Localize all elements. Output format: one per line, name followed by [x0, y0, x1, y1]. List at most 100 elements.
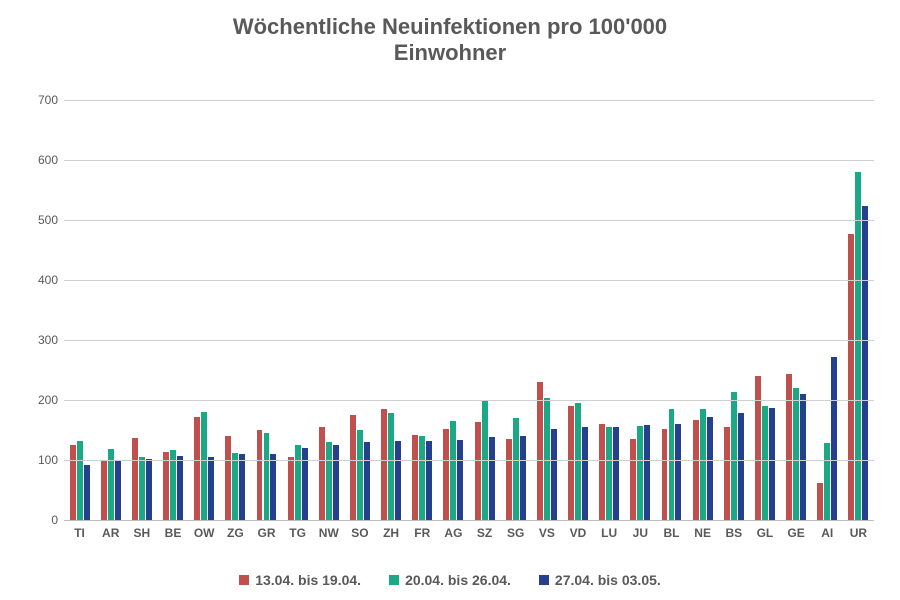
- legend-label: 13.04. bis 19.04.: [255, 572, 361, 588]
- bar: [232, 453, 238, 520]
- x-axis-tick-label: AR: [102, 526, 119, 540]
- x-axis-tick-label: AI: [821, 526, 833, 540]
- bar: [693, 420, 699, 520]
- bar: [302, 448, 308, 520]
- x-axis-tick-label: UR: [850, 526, 867, 540]
- bar: [412, 435, 418, 520]
- bar: [724, 427, 730, 520]
- x-axis-tick-label: FR: [414, 526, 430, 540]
- bar: [599, 424, 605, 520]
- bar: [264, 433, 270, 520]
- bar: [575, 403, 581, 520]
- bar: [568, 406, 574, 520]
- y-axis-tick-label: 100: [38, 453, 58, 467]
- bar: [201, 412, 207, 520]
- bar: [582, 427, 588, 520]
- bar: [288, 457, 294, 520]
- plot-area: TIARSHBEOWZGGRTGNWSOZHFRAGSZSGVSVDLUJUBL…: [64, 100, 874, 521]
- x-axis-tick-label: BL: [663, 526, 679, 540]
- bar-group: GL: [749, 100, 780, 520]
- x-axis-tick-label: TI: [74, 526, 85, 540]
- bar: [333, 445, 339, 520]
- bar-group: ZG: [220, 100, 251, 520]
- bar: [225, 436, 231, 520]
- x-axis-tick-label: SG: [507, 526, 524, 540]
- bar: [475, 422, 481, 520]
- bars-layer: TIARSHBEOWZGGRTGNWSOZHFRAGSZSGVSVDLUJUBL…: [64, 100, 874, 520]
- y-axis-tick-label: 400: [38, 273, 58, 287]
- bar-group: FR: [407, 100, 438, 520]
- legend-label: 20.04. bis 26.04.: [405, 572, 511, 588]
- bar-group: SO: [344, 100, 375, 520]
- bar: [364, 442, 370, 520]
- bar: [295, 445, 301, 520]
- legend-swatch: [239, 575, 249, 585]
- bar: [551, 429, 557, 520]
- bar: [350, 415, 356, 520]
- legend: 13.04. bis 19.04. 20.04. bis 26.04. 27.04.…: [0, 572, 900, 588]
- x-axis-tick-label: ZH: [383, 526, 399, 540]
- bar: [70, 445, 76, 520]
- bar-group: SH: [126, 100, 157, 520]
- y-axis-tick-label: 200: [38, 393, 58, 407]
- grid-line: [64, 160, 874, 161]
- legend-label: 27.04. bis 03.05.: [555, 572, 661, 588]
- grid-line: [64, 100, 874, 101]
- bar: [831, 357, 837, 520]
- bar-group: LU: [594, 100, 625, 520]
- legend-item: 13.04. bis 19.04.: [239, 572, 361, 588]
- bar: [707, 417, 713, 520]
- chart-title: Wöchentliche Neuinfektionen pro 100'000 …: [0, 14, 900, 67]
- bar: [506, 439, 512, 520]
- bar: [177, 456, 183, 520]
- bar: [257, 430, 263, 520]
- chart-title-line1: Wöchentliche Neuinfektionen pro 100'000: [233, 14, 667, 39]
- bar: [388, 413, 394, 520]
- x-axis-tick-label: GL: [757, 526, 774, 540]
- bar: [800, 394, 806, 520]
- bar: [457, 440, 463, 520]
- bar: [855, 172, 861, 520]
- x-axis-tick-label: BS: [725, 526, 742, 540]
- bar: [489, 437, 495, 520]
- chart-title-line2: Einwohner: [394, 40, 506, 65]
- bar: [731, 392, 737, 520]
- bar: [84, 465, 90, 520]
- y-axis-tick-label: 500: [38, 213, 58, 227]
- bar: [426, 441, 432, 520]
- bar-group: ZH: [376, 100, 407, 520]
- bar-group: OW: [189, 100, 220, 520]
- bar: [77, 441, 83, 520]
- bar: [848, 234, 854, 520]
- bar: [357, 430, 363, 520]
- bar: [194, 417, 200, 520]
- bar-group: AG: [438, 100, 469, 520]
- bar: [395, 441, 401, 520]
- x-axis-tick-label: JU: [633, 526, 648, 540]
- grid-line: [64, 280, 874, 281]
- bar: [644, 425, 650, 520]
- bar: [862, 206, 868, 520]
- x-axis-tick-label: ZG: [227, 526, 244, 540]
- bar: [537, 382, 543, 520]
- bar-group: SG: [500, 100, 531, 520]
- bar-group: JU: [625, 100, 656, 520]
- bar: [115, 460, 121, 520]
- bar-group: TG: [282, 100, 313, 520]
- bar: [450, 421, 456, 520]
- grid-line: [64, 220, 874, 221]
- bar: [824, 443, 830, 520]
- bar: [637, 426, 643, 520]
- legend-swatch: [539, 575, 549, 585]
- legend-item: 20.04. bis 26.04.: [389, 572, 511, 588]
- bar-group: UR: [843, 100, 874, 520]
- x-axis-tick-label: BE: [165, 526, 182, 540]
- bar: [738, 413, 744, 520]
- chart-container: Wöchentliche Neuinfektionen pro 100'000 …: [0, 0, 900, 600]
- x-axis-tick-label: SH: [134, 526, 151, 540]
- legend-swatch: [389, 575, 399, 585]
- y-axis-tick-label: 300: [38, 333, 58, 347]
- bar: [146, 459, 152, 520]
- bar: [381, 409, 387, 520]
- bar: [613, 427, 619, 520]
